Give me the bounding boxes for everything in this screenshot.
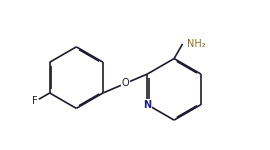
Text: F: F bbox=[32, 96, 38, 106]
Text: NH₂: NH₂ bbox=[187, 39, 206, 49]
Text: O: O bbox=[122, 78, 129, 88]
Text: N: N bbox=[143, 100, 151, 110]
